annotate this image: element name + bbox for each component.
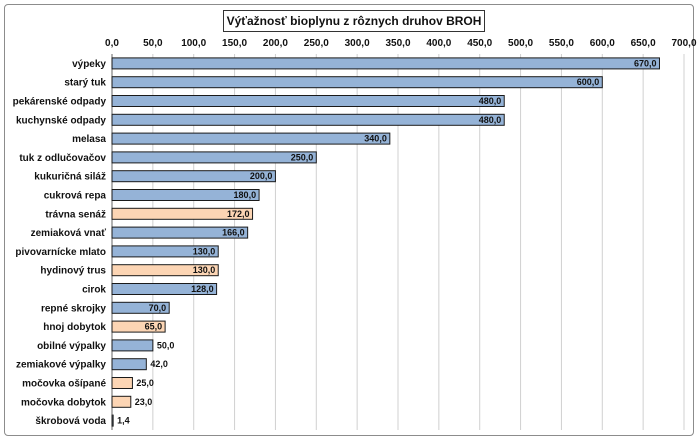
category-label: repné skrojky — [41, 303, 106, 314]
category-label: kuchynské odpady — [16, 115, 106, 126]
data-label: 50,0 — [157, 340, 175, 350]
x-tick-label: 150,0 — [222, 38, 247, 49]
bar — [111, 95, 505, 107]
data-label: 670,0 — [634, 58, 657, 68]
bar — [111, 395, 132, 408]
bar — [111, 113, 505, 126]
data-label: 23,0 — [135, 397, 153, 407]
category-label: pekárenské odpady — [13, 97, 107, 108]
x-tick-label: 400,0 — [426, 38, 451, 49]
category-label: obilné výpalky — [37, 341, 106, 352]
bar — [111, 189, 260, 201]
data-label: 130,0 — [193, 246, 216, 256]
x-tick-label: 0,0 — [105, 38, 119, 49]
category-label: pivovarnícke mlato — [15, 247, 106, 258]
bar — [111, 339, 154, 352]
data-label: 200,0 — [250, 171, 273, 181]
bar — [111, 320, 166, 333]
data-label: 340,0 — [364, 134, 387, 144]
data-label: 172,0 — [227, 209, 250, 219]
bar — [111, 132, 391, 145]
data-label: 600,0 — [577, 77, 600, 87]
data-label: 25,0 — [136, 378, 154, 388]
data-label: 42,0 — [150, 359, 168, 369]
x-tick-label: 200,0 — [263, 38, 288, 49]
x-tick-label: 100,0 — [181, 38, 206, 49]
data-label: 180,0 — [234, 190, 257, 200]
bar — [111, 301, 170, 314]
bar — [111, 76, 603, 89]
bar — [111, 283, 218, 295]
category-label: zemiaková vnať — [31, 228, 107, 239]
data-label: 65,0 — [145, 322, 163, 332]
x-tick-label: 50,0 — [143, 38, 163, 49]
bar — [111, 57, 660, 70]
category-label: kukuričná siláž — [34, 172, 106, 183]
bar — [111, 151, 317, 164]
category-label: trávna senáž — [45, 209, 106, 220]
data-label: 250,0 — [291, 152, 314, 162]
bar — [111, 170, 276, 183]
category-label: melasa — [72, 134, 106, 145]
x-tick-label: 500,0 — [508, 38, 533, 49]
data-label: 480,0 — [479, 115, 502, 125]
category-label: škrobová voda — [35, 416, 106, 427]
data-label: 70,0 — [149, 303, 167, 313]
bar — [111, 226, 249, 239]
category-label: cirok — [82, 285, 106, 296]
category-label: cukrová repa — [44, 191, 107, 202]
category-label: hnoj dobytok — [43, 322, 106, 333]
category-label: močovka dobytok — [21, 397, 106, 408]
bar — [111, 358, 147, 371]
category-label: zemiakové výpalky — [16, 360, 106, 371]
data-label: 480,0 — [479, 96, 502, 106]
x-tick-label: 600,0 — [590, 38, 615, 49]
bar — [111, 245, 219, 258]
x-tick-label: 350,0 — [385, 38, 410, 49]
category-label: močovka ošípané — [22, 379, 106, 390]
x-tick-label: 450,0 — [467, 38, 492, 49]
data-label: 1,4 — [117, 416, 130, 426]
category-label: tuk z odlučovačov — [19, 153, 106, 164]
x-tick-label: 300,0 — [345, 38, 370, 49]
category-label: hydinový trus — [40, 266, 106, 277]
data-label: 128,0 — [191, 284, 214, 294]
x-tick-label: 250,0 — [304, 38, 329, 49]
x-tick-label: 700,0 — [671, 38, 696, 49]
data-label: 166,0 — [222, 228, 245, 238]
bar — [111, 207, 254, 220]
bar — [111, 377, 133, 389]
category-label: výpeky — [72, 59, 106, 70]
bar — [111, 264, 219, 277]
x-tick-label: 550,0 — [549, 38, 574, 49]
data-label: 130,0 — [193, 265, 216, 275]
category-label: starý tuk — [64, 78, 106, 89]
chart-title: Výťažnosť bioplynu z rôznych druhov BROH — [223, 10, 485, 32]
bar — [111, 414, 114, 427]
x-tick-label: 650,0 — [631, 38, 656, 49]
